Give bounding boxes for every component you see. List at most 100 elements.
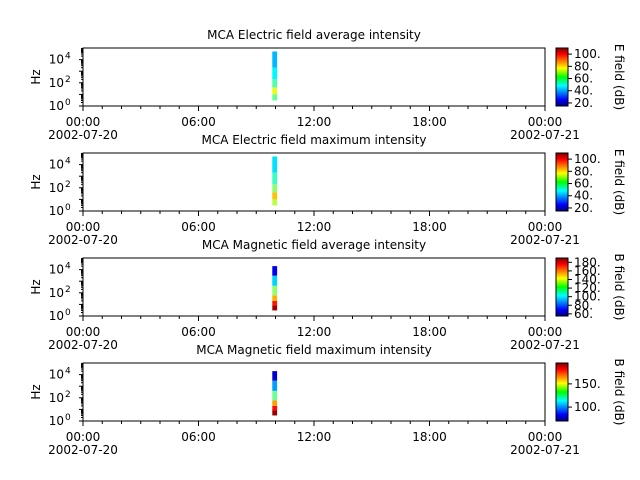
colorbar-frame bbox=[555, 47, 569, 107]
x-tick-date: 2002-07-21 bbox=[510, 338, 580, 352]
x-tick-label: 00:00 bbox=[528, 220, 563, 234]
colorbar-tick-label: 100. bbox=[574, 47, 601, 61]
plot-area bbox=[82, 362, 546, 422]
heatmap-cell bbox=[272, 156, 278, 173]
y-axis-label: Hz bbox=[29, 174, 43, 189]
colorbar-label: E field (dB) bbox=[612, 44, 626, 110]
x-tick-date: 2002-07-21 bbox=[510, 128, 580, 142]
colorbar-tick-label: 160. bbox=[574, 264, 601, 278]
x-tick-label: 06:00 bbox=[181, 220, 216, 234]
colorbar bbox=[556, 48, 568, 106]
y-tick-label: 10 bbox=[49, 158, 64, 172]
heatmap-cell bbox=[272, 192, 278, 200]
y-tick-label: 10 bbox=[49, 204, 64, 218]
y-tick-label: 10 bbox=[49, 368, 64, 382]
y-tick-label: 10 bbox=[49, 263, 64, 277]
y-tick-exponent: 0 bbox=[65, 308, 71, 318]
x-tick-label: 00:00 bbox=[66, 430, 101, 444]
x-tick-label: 18:00 bbox=[412, 430, 447, 444]
colorbar-tick-label: 180. bbox=[574, 255, 601, 269]
y-tick-exponent: 2 bbox=[65, 75, 71, 85]
heatmap-cell bbox=[272, 410, 278, 416]
x-tick-label: 12:00 bbox=[297, 115, 332, 129]
heatmap-cell bbox=[272, 305, 278, 311]
colorbar-frame bbox=[555, 257, 569, 317]
x-tick-label: 00:00 bbox=[528, 115, 563, 129]
colorbar-label: B field (dB) bbox=[612, 254, 626, 321]
chart-title: MCA Electric field maximum intensity bbox=[201, 133, 426, 147]
colorbar-frame bbox=[555, 362, 569, 422]
y-tick-label: 10 bbox=[49, 309, 64, 323]
colorbar-tick-label: 60. bbox=[574, 307, 593, 321]
x-tick-label: 00:00 bbox=[528, 430, 563, 444]
colorbar-tick-label: 80. bbox=[574, 59, 593, 73]
x-tick-label: 00:00 bbox=[66, 115, 101, 129]
x-tick-label: 06:00 bbox=[181, 115, 216, 129]
y-tick-exponent: 0 bbox=[65, 413, 71, 423]
y-tick-label: 10 bbox=[49, 414, 64, 428]
heatmap-cell bbox=[272, 67, 278, 80]
colorbar-tick-label: 100. bbox=[574, 400, 601, 414]
colorbar-frame bbox=[555, 152, 569, 212]
heatmap-cell bbox=[272, 390, 278, 401]
x-tick-date: 2002-07-20 bbox=[48, 128, 118, 142]
colorbar bbox=[556, 258, 568, 316]
y-tick-exponent: 4 bbox=[65, 367, 71, 377]
x-tick-date: 2002-07-20 bbox=[48, 233, 118, 247]
chart-title: MCA Magnetic field average intensity bbox=[202, 238, 426, 252]
colorbar-tick-label: 140. bbox=[574, 272, 601, 286]
y-tick-exponent: 4 bbox=[65, 52, 71, 62]
heatmap-cell bbox=[272, 300, 278, 306]
heatmap-cell bbox=[272, 400, 278, 406]
x-tick-label: 18:00 bbox=[412, 325, 447, 339]
y-tick-exponent: 2 bbox=[65, 285, 71, 295]
y-axis-label: Hz bbox=[29, 384, 43, 399]
heatmap-cell bbox=[272, 199, 278, 206]
x-tick-date: 2002-07-20 bbox=[48, 338, 118, 352]
heatmap-cell bbox=[272, 172, 278, 185]
y-tick-exponent: 2 bbox=[65, 180, 71, 190]
colorbar bbox=[556, 153, 568, 211]
colorbar-tick-label: 100. bbox=[574, 290, 601, 304]
heatmap-cell bbox=[272, 275, 278, 286]
y-tick-label: 10 bbox=[49, 391, 64, 405]
x-tick-label: 18:00 bbox=[412, 115, 447, 129]
x-tick-label: 06:00 bbox=[181, 430, 216, 444]
colorbar-label: E field (dB) bbox=[612, 149, 626, 215]
colorbar-tick-label: 100. bbox=[574, 152, 601, 166]
colorbar-tick-label: 80. bbox=[574, 164, 593, 178]
y-tick-label: 10 bbox=[49, 53, 64, 67]
colorbar bbox=[556, 363, 568, 421]
heatmap-cell bbox=[272, 285, 278, 296]
heatmap-cell bbox=[272, 371, 278, 381]
heatmap-cell bbox=[272, 380, 278, 391]
heatmap-cell bbox=[272, 184, 278, 193]
x-tick-label: 00:00 bbox=[528, 325, 563, 339]
x-tick-label: 00:00 bbox=[66, 220, 101, 234]
heatmap-cell bbox=[272, 51, 278, 68]
heatmap-cell bbox=[272, 87, 278, 95]
chart-title: MCA Magnetic field maximum intensity bbox=[196, 343, 432, 357]
y-tick-exponent: 0 bbox=[65, 98, 71, 108]
colorbar-label: B field (dB) bbox=[612, 359, 626, 426]
x-tick-label: 00:00 bbox=[66, 325, 101, 339]
colorbar-tick-label: 60. bbox=[574, 177, 593, 191]
y-tick-label: 10 bbox=[49, 286, 64, 300]
heatmap-cell bbox=[272, 79, 278, 88]
y-tick-label: 10 bbox=[49, 99, 64, 113]
x-tick-label: 18:00 bbox=[412, 220, 447, 234]
x-tick-label: 12:00 bbox=[297, 325, 332, 339]
x-tick-date: 2002-07-21 bbox=[510, 233, 580, 247]
x-tick-label: 06:00 bbox=[181, 325, 216, 339]
heatmap-cell bbox=[272, 405, 278, 411]
y-tick-label: 10 bbox=[49, 76, 64, 90]
y-tick-exponent: 4 bbox=[65, 262, 71, 272]
y-tick-exponent: 4 bbox=[65, 157, 71, 167]
x-tick-label: 12:00 bbox=[297, 430, 332, 444]
colorbar-tick-label: 40. bbox=[574, 84, 593, 98]
y-axis-label: Hz bbox=[29, 279, 43, 294]
